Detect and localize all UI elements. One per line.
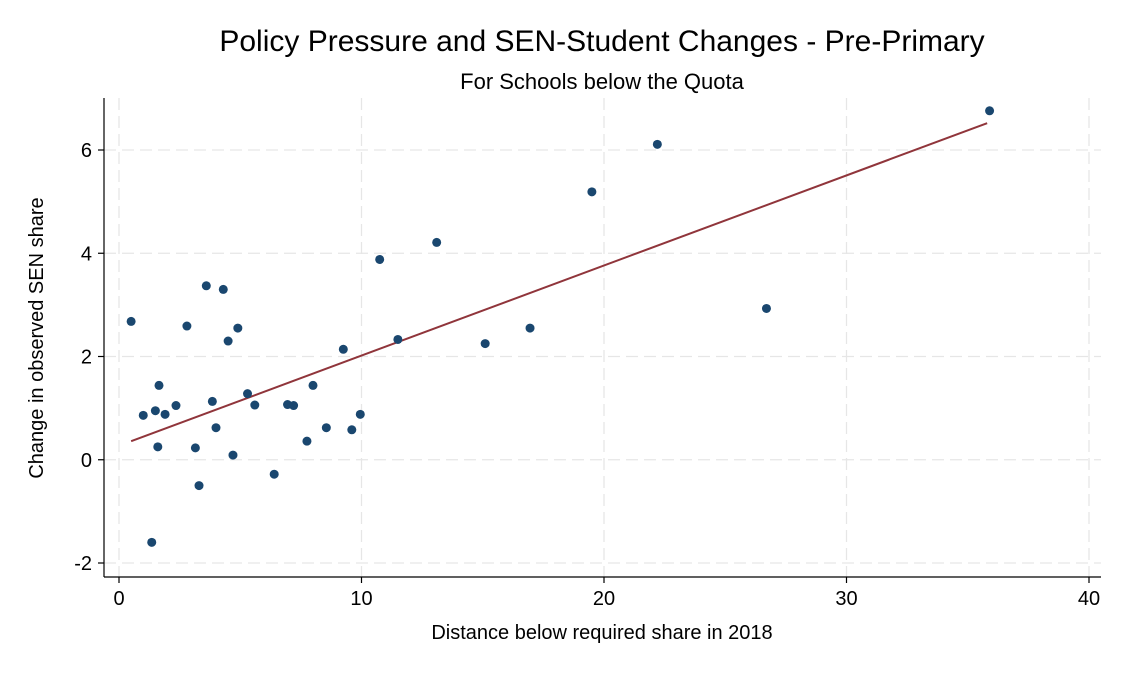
y-tick-label: 4 xyxy=(81,243,92,265)
y-tick-label: -2 xyxy=(74,553,92,575)
x-tick-label: 0 xyxy=(113,588,124,610)
tick-labels: -2 0 2 4 6 0 10 20 30 40 xyxy=(74,140,1100,610)
scatter-point xyxy=(243,389,253,399)
axes xyxy=(98,98,1101,583)
scatter-point xyxy=(587,187,597,197)
scatter-point xyxy=(160,409,170,419)
fitted-line-group xyxy=(130,122,988,443)
x-axis-title: Distance below required share in 2018 xyxy=(431,622,772,644)
scatter-point xyxy=(233,323,243,333)
scatter-point xyxy=(652,139,662,149)
y-tick-label: 0 xyxy=(81,450,92,472)
x-tick-label: 40 xyxy=(1078,588,1100,610)
scatter-point xyxy=(347,425,357,435)
scatter-point xyxy=(150,406,160,416)
scatter-point xyxy=(223,336,233,346)
chart-title: Policy Pressure and SEN-Student Changes … xyxy=(219,25,984,58)
scatter-point xyxy=(211,423,221,433)
scatter-point xyxy=(154,380,164,390)
scatter-point xyxy=(228,450,238,460)
y-tick-label: 2 xyxy=(81,347,92,369)
y-axis-title: Change in observed SEN share xyxy=(26,197,48,478)
scatter-point xyxy=(308,380,318,390)
scatter-point xyxy=(190,443,200,453)
scatter-point xyxy=(525,323,535,333)
y-tick-label: 6 xyxy=(81,140,92,162)
x-tick-label: 30 xyxy=(835,588,857,610)
data-points xyxy=(126,106,995,547)
scatter-point xyxy=(761,303,771,313)
grid-lines xyxy=(104,98,1101,577)
scatter-point xyxy=(985,106,995,116)
scatter-point xyxy=(147,537,157,547)
scatter-point xyxy=(302,436,312,446)
scatter-point xyxy=(153,442,163,452)
scatter-point xyxy=(201,281,211,291)
scatter-point xyxy=(338,344,348,354)
scatter-point xyxy=(194,481,204,491)
scatter-point xyxy=(269,469,279,479)
scatter-point xyxy=(480,339,490,349)
scatter-point xyxy=(218,284,228,294)
fitted-line xyxy=(130,122,988,443)
scatter-point xyxy=(375,254,385,264)
scatter-point xyxy=(207,396,217,406)
scatter-point xyxy=(289,401,299,411)
scatter-point xyxy=(355,409,365,419)
scatter-point xyxy=(138,410,148,420)
x-tick-label: 20 xyxy=(593,588,615,610)
scatter-point xyxy=(171,401,181,411)
scatter-point xyxy=(321,423,331,433)
scatter-point xyxy=(393,334,403,344)
chart-subtitle: For Schools below the Quota xyxy=(460,69,744,94)
x-tick-label: 10 xyxy=(350,588,372,610)
scatter-point xyxy=(250,400,260,410)
scatter-point xyxy=(432,237,442,247)
scatter-point xyxy=(182,321,192,331)
scatter-point xyxy=(126,316,136,326)
